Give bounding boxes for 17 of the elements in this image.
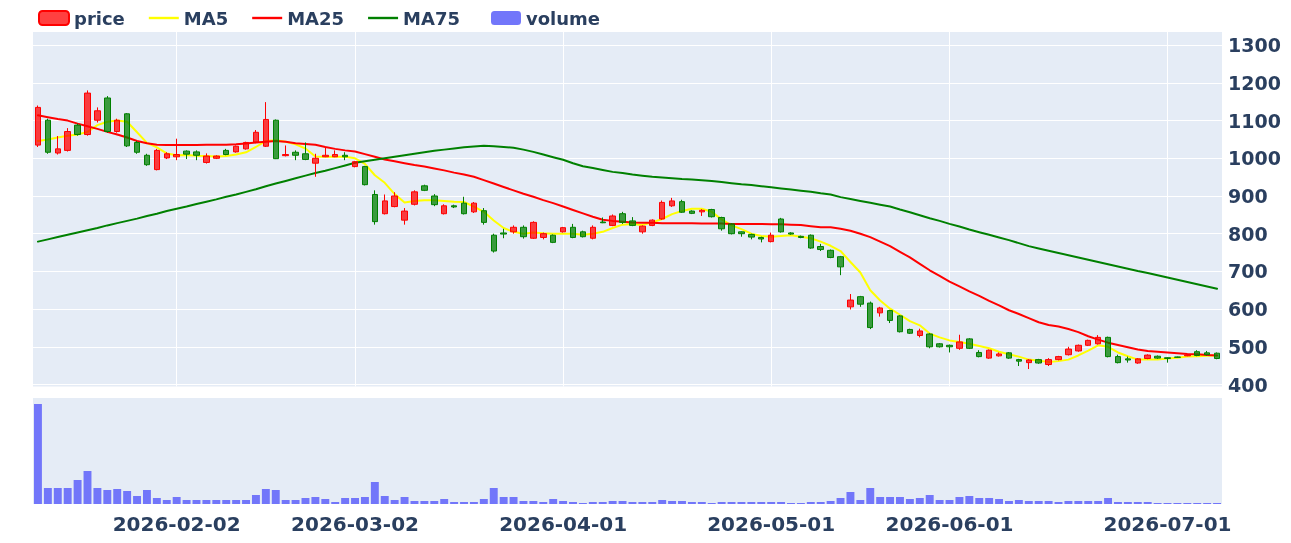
- candlestick: [45, 118, 51, 155]
- y-tick-label: 1300: [1228, 34, 1281, 57]
- y-tick-label: 1200: [1228, 71, 1281, 94]
- y-tick-label: 1000: [1228, 147, 1281, 170]
- y-tick-label: 700: [1228, 260, 1268, 283]
- y-tick-label: 800: [1228, 222, 1268, 245]
- bar: [43, 488, 52, 504]
- bar: [33, 404, 42, 504]
- y-tick-label: 500: [1228, 335, 1268, 358]
- y-tick-label: 900: [1228, 185, 1268, 207]
- y-tick-label: 400: [1228, 373, 1268, 396]
- candlestick: [55, 135, 61, 156]
- bar: [53, 488, 62, 504]
- y-tick-label: 1100: [1228, 109, 1281, 132]
- bar: [63, 488, 72, 504]
- candlestick: [64, 127, 71, 153]
- y-tick-label: 600: [1228, 298, 1268, 321]
